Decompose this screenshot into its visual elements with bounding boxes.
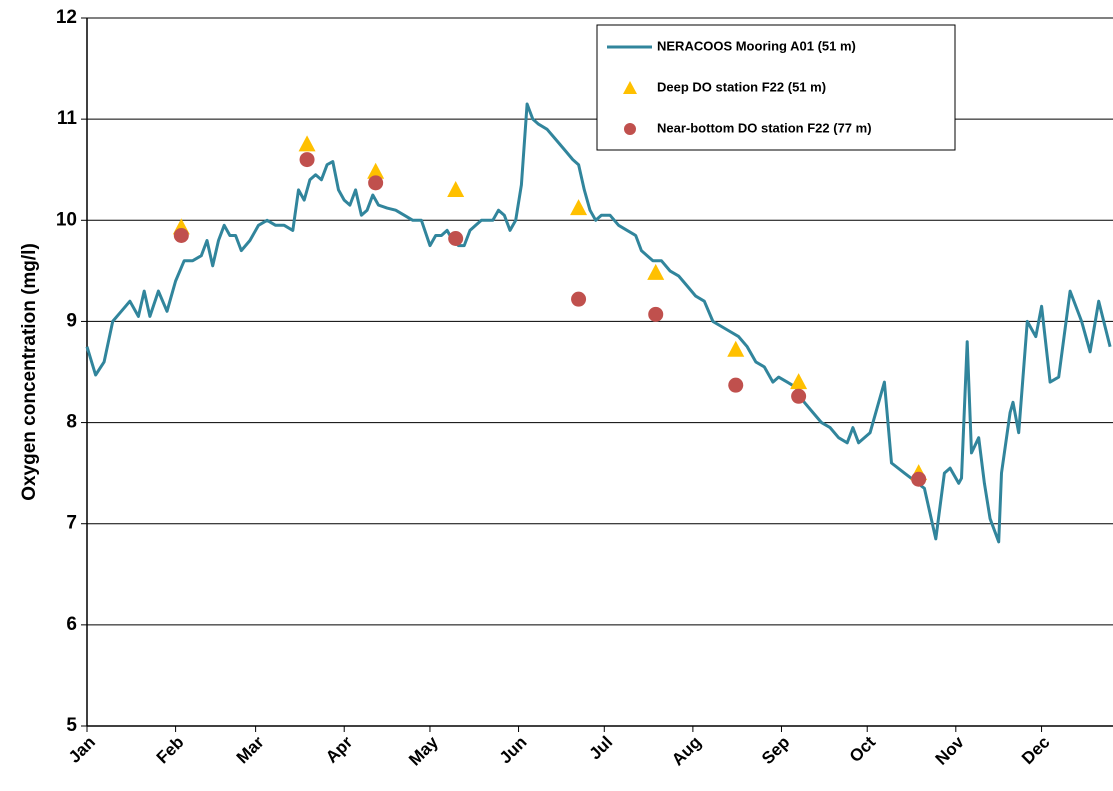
y-tick-label: 11 [57, 108, 78, 129]
y-tick-label: 12 [56, 7, 77, 28]
data-line [85, 102, 1112, 544]
circle-marker [911, 471, 927, 487]
triangle-marker [647, 263, 665, 280]
legend-swatch [624, 123, 636, 135]
x-tick-label: May [405, 732, 442, 769]
triangle-marker [727, 340, 745, 357]
x-tick-label: Mar [233, 732, 268, 767]
circle-marker [448, 230, 464, 246]
x-tick-label: Aug [668, 733, 705, 770]
legend-box [596, 24, 956, 151]
x-tick-label: Dec [1018, 733, 1053, 768]
x-tick-label: Nov [932, 732, 969, 769]
legend-label: NERACOOS Mooring A01 (51 m) [657, 38, 856, 53]
y-tick-label: 7 [66, 513, 77, 534]
triangle-marker [570, 199, 588, 216]
x-tick-label: Apr [322, 732, 356, 766]
circle-marker [648, 306, 664, 322]
triangle-marker [367, 162, 385, 179]
y-tick-label: 8 [66, 412, 77, 433]
circle-marker [728, 377, 744, 393]
x-tick-label: Sep [758, 733, 793, 768]
circle-marker [299, 152, 315, 168]
circle-marker [173, 227, 189, 243]
y-tick-label: 6 [66, 614, 77, 635]
y-axis-label: Oxygen concentration (mg/l) [19, 243, 40, 501]
x-tick-label: Feb [153, 733, 188, 768]
x-tick-label: Jan [65, 733, 99, 767]
circle-marker [368, 175, 384, 191]
circle-marker [571, 291, 587, 307]
triangle-marker [790, 373, 808, 390]
y-tick-label: 10 [56, 209, 77, 230]
y-tick-label: 5 [66, 715, 77, 736]
x-tick-label: Jun [496, 733, 531, 768]
x-tick-label: Jul [585, 733, 616, 764]
legend-swatch [623, 81, 637, 94]
triangle-marker [298, 135, 316, 152]
x-tick-label: Oct [846, 732, 880, 766]
legend-label: Near-bottom DO station F22 (77 m) [657, 120, 872, 135]
y-tick-label: 9 [66, 310, 77, 331]
legend-label: Deep DO station F22 (51 m) [657, 79, 826, 94]
circle-marker [791, 388, 807, 404]
triangle-marker [447, 180, 465, 197]
